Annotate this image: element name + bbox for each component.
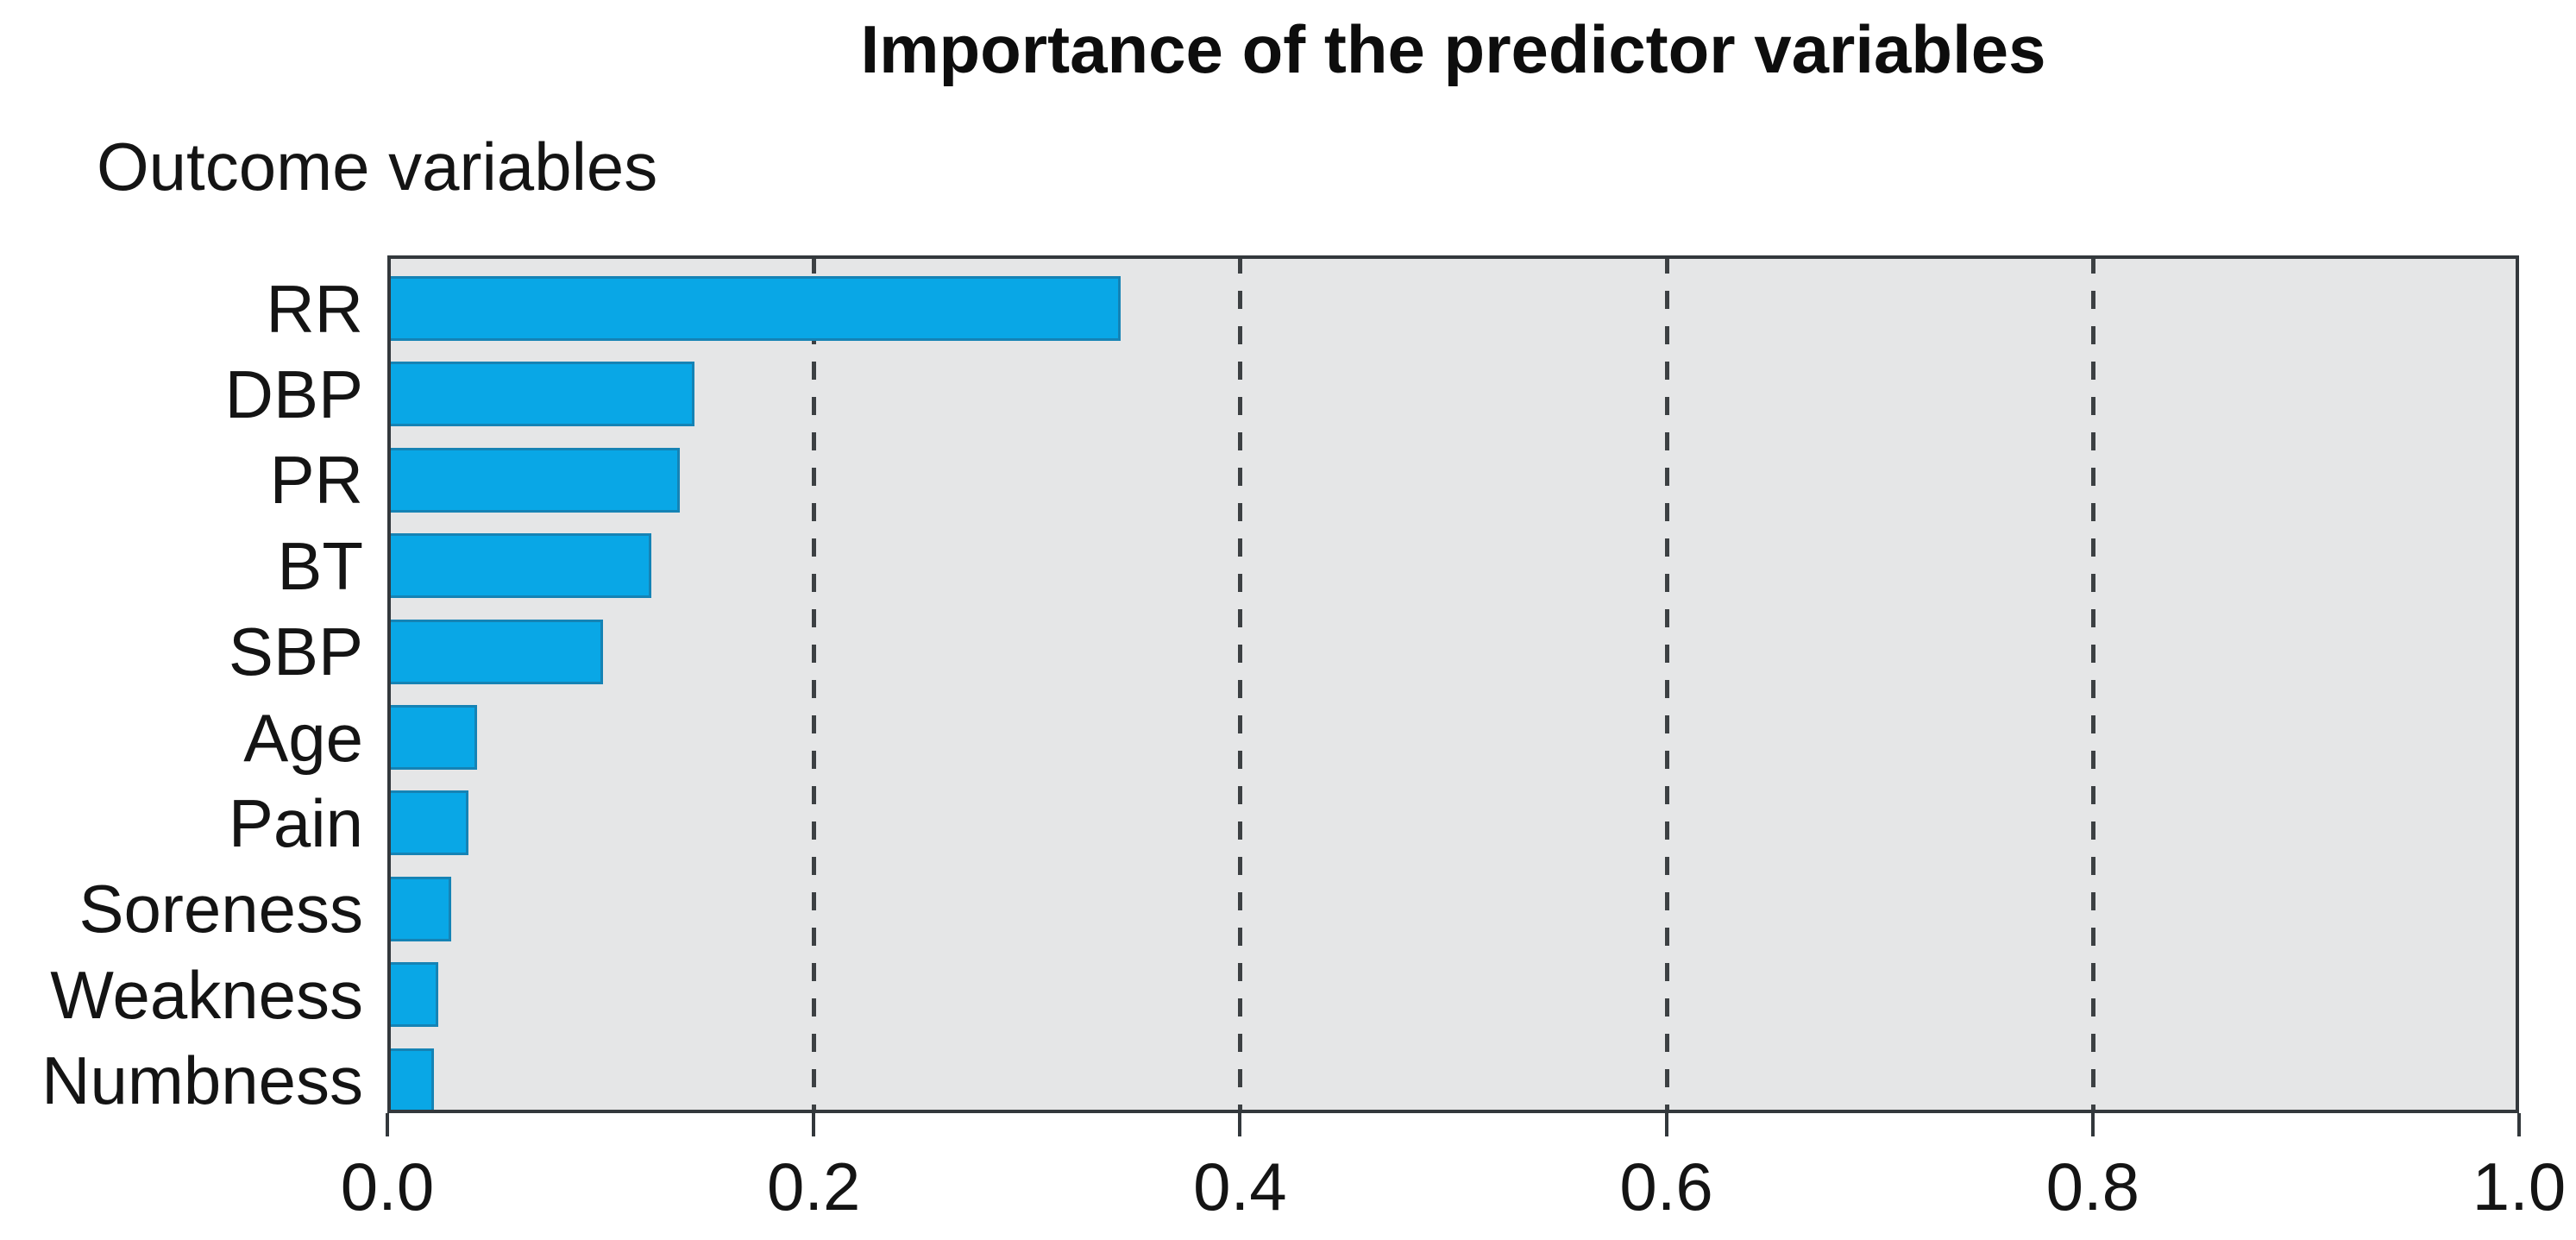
gridline bbox=[2090, 255, 2095, 1113]
x-tick bbox=[386, 1113, 389, 1136]
bar bbox=[387, 790, 468, 856]
x-tick-label: 0.6 bbox=[1619, 1149, 1713, 1224]
category-label: PR bbox=[269, 442, 363, 519]
x-tick bbox=[2090, 1113, 2095, 1136]
category-label: SBP bbox=[228, 614, 363, 690]
category-label: BT bbox=[277, 527, 363, 604]
bar bbox=[387, 619, 603, 684]
chart-title: Importance of the predictor variables bbox=[860, 11, 2046, 87]
x-tick-label: 0.0 bbox=[340, 1149, 435, 1224]
category-label: DBP bbox=[224, 356, 363, 432]
gridline bbox=[1664, 255, 1669, 1113]
bar bbox=[387, 1048, 435, 1113]
category-label: Weakness bbox=[50, 956, 363, 1033]
plot-area: 0.0 0.2 0.4 0.6 0.8 1.0 bbox=[341, 255, 2566, 1224]
bar bbox=[387, 447, 680, 513]
x-tick bbox=[1238, 1113, 1242, 1136]
category-label: Soreness bbox=[79, 871, 363, 947]
bar bbox=[387, 876, 452, 941]
category-label: Numbness bbox=[41, 1042, 363, 1119]
category-label: Age bbox=[243, 699, 363, 776]
bar bbox=[387, 533, 652, 599]
x-tick-label: 0.8 bbox=[2045, 1149, 2140, 1224]
x-tick-label: 0.4 bbox=[1193, 1149, 1287, 1224]
gridline bbox=[1238, 255, 1243, 1113]
bar bbox=[387, 705, 477, 770]
gridline bbox=[812, 255, 817, 1113]
x-tick bbox=[812, 1113, 816, 1136]
bar bbox=[387, 276, 1122, 341]
bar bbox=[387, 962, 439, 1028]
plot-background bbox=[387, 255, 2519, 1113]
x-tick bbox=[2517, 1113, 2521, 1136]
x-tick-label: 0.2 bbox=[766, 1149, 861, 1224]
x-tick-label: 1.0 bbox=[2472, 1149, 2567, 1224]
category-label: Pain bbox=[228, 784, 363, 861]
y-axis-title: Outcome variables bbox=[97, 129, 658, 205]
bar bbox=[387, 362, 694, 427]
category-label: RR bbox=[266, 270, 363, 347]
x-tick bbox=[1664, 1113, 1668, 1136]
